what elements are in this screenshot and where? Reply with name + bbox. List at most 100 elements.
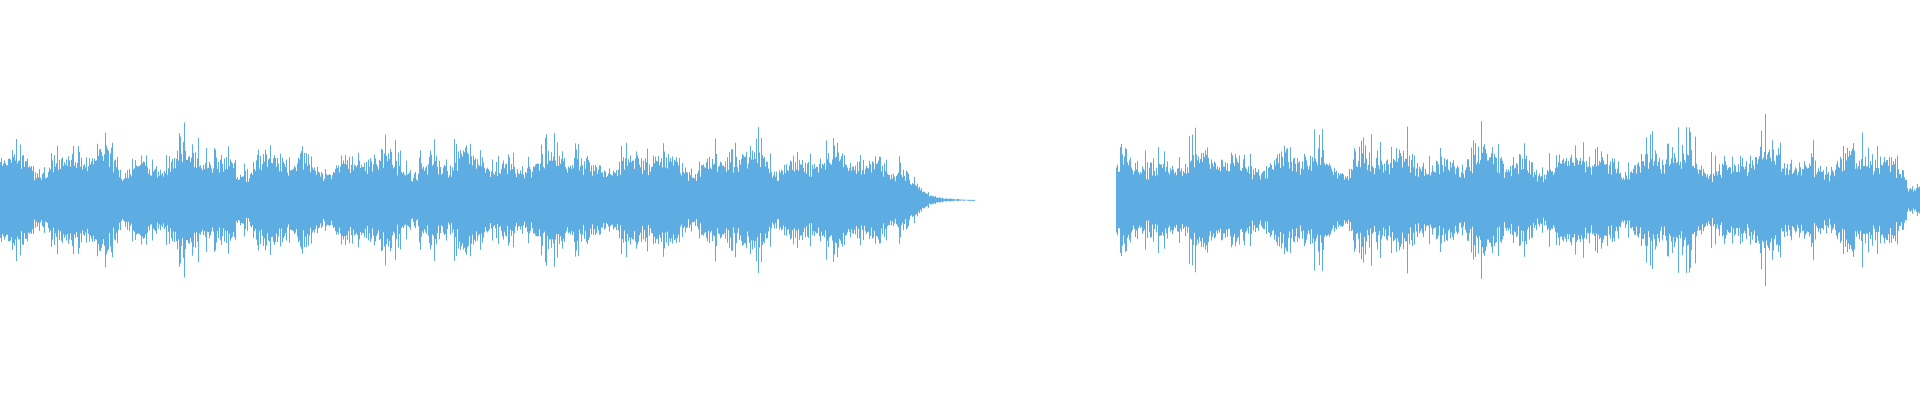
waveform-bar [1557,167,1558,233]
waveform-bar [1884,156,1885,244]
waveform-bar [520,170,521,230]
waveform-bar [1759,156,1760,244]
waveform-bar [95,160,96,240]
waveform-bar [760,166,761,234]
waveform-bar [631,162,632,238]
waveform-bar [1888,165,1889,235]
waveform-bar [1877,146,1878,254]
waveform-bar [1537,181,1538,219]
waveform-bar [1226,170,1227,230]
waveform-bar [1488,160,1489,240]
waveform-bar [1201,153,1202,247]
waveform-bar [1821,171,1822,229]
waveform-bar [864,174,865,226]
waveform-bar [1701,165,1702,235]
waveform-bar [1596,166,1597,234]
waveform-bar [467,152,468,248]
waveform-bar [52,160,53,240]
waveform-bar [422,168,423,232]
waveform-bar [1754,169,1755,231]
waveform-bar [1672,147,1673,253]
waveform-bar [1674,153,1675,247]
waveform-bar [1726,165,1727,235]
waveform-bar [80,166,81,234]
waveform-bar [770,153,771,247]
waveform-bar [158,171,159,229]
waveform-bar [293,168,294,232]
waveform-bar [546,134,547,266]
waveform-bar [667,168,668,232]
waveform-bar [917,183,918,217]
waveform-bar [300,153,301,247]
waveform-bar [1836,164,1837,236]
waveform-bar [882,165,883,235]
waveform-bar [614,172,615,228]
waveform-bar [1673,162,1674,238]
waveform-bar [271,162,272,238]
waveform-bar [215,149,216,251]
waveform-bar [1789,170,1790,230]
waveform-bar [1458,167,1459,233]
waveform-bar [1325,165,1326,235]
waveform-bar [661,158,662,242]
waveform-bar [1624,179,1625,221]
waveform-bar [1630,172,1631,228]
waveform-bar [1457,165,1458,235]
waveform-bar [1538,175,1539,225]
waveform-bar [1590,167,1591,233]
waveform-bar [129,168,130,232]
waveform-bar [1709,175,1710,225]
waveform-bar [209,161,210,239]
waveform-bar [959,199,960,201]
waveform-bar [1407,126,1408,274]
waveform-bar [1819,171,1820,229]
waveform-bar [565,166,566,234]
waveform-bar [410,170,411,230]
waveform-bar [450,165,451,235]
waveform-bar [1778,148,1779,252]
waveform-bar [54,155,55,245]
waveform-bar [1252,179,1253,221]
waveform-bar [1653,165,1654,235]
waveform-bar [724,167,725,233]
waveform-bar [1520,154,1521,246]
waveform-bar [854,170,855,230]
waveform-bar [1558,162,1559,238]
waveform-bar [819,164,820,236]
waveform-bar [1174,173,1175,227]
waveform-bar [1527,170,1528,230]
waveform-bar [1375,168,1376,232]
waveform-bar [294,165,295,235]
waveform-bar [453,170,454,230]
waveform-bar [1431,172,1432,228]
waveform-bar [570,165,571,235]
waveform-bar [1370,171,1371,229]
waveform-bar [68,156,69,244]
waveform-bar [233,168,234,232]
waveform-bar [687,172,688,228]
waveform-bar [322,173,323,227]
waveform-bar [1337,178,1338,222]
waveform-bar [876,164,877,236]
waveform-bar [1738,164,1739,236]
waveform-bar [723,165,724,235]
waveform-bar [800,164,801,236]
waveform-bar [908,173,909,227]
waveform-bar [633,160,634,240]
waveform-bar [1249,173,1250,227]
waveform-bar [525,171,526,229]
waveform-bar [624,169,625,231]
waveform-bar [697,173,698,227]
waveform-bar [874,169,875,231]
waveform-bar [1149,167,1150,233]
waveform-bar [915,185,916,215]
waveform-bar [116,167,117,233]
waveform-bar [472,165,473,235]
waveform-bar [1876,168,1877,232]
waveform-bar [98,155,99,245]
waveform-bar [1373,167,1374,233]
waveform-bar [102,156,103,244]
waveform-bar [413,178,414,222]
waveform-bar [442,173,443,227]
